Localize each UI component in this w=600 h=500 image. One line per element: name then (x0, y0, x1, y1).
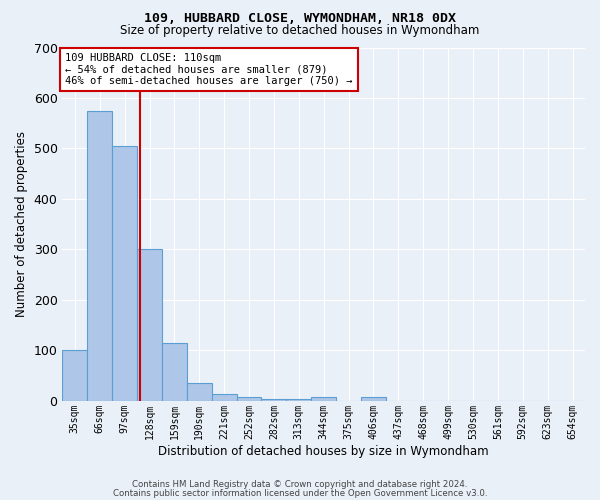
Bar (361, 398, 386, 401)
Text: 109, HUBBARD CLOSE, WYMONDHAM, NR18 0DX: 109, HUBBARD CLOSE, WYMONDHAM, NR18 0DX (144, 12, 456, 26)
Bar (236, 398, 262, 401)
Text: Contains HM Land Registry data © Crown copyright and database right 2024.: Contains HM Land Registry data © Crown c… (132, 480, 468, 489)
Bar (162, 343, 187, 401)
Bar (187, 383, 212, 401)
X-axis label: Distribution of detached houses by size in Wymondham: Distribution of detached houses by size … (158, 444, 489, 458)
Bar (62, 350, 88, 401)
Text: Contains public sector information licensed under the Open Government Licence v3: Contains public sector information licen… (113, 489, 487, 498)
Bar (311, 398, 336, 401)
Y-axis label: Number of detached properties: Number of detached properties (15, 131, 28, 317)
Bar (262, 400, 286, 401)
Text: 109 HUBBARD CLOSE: 110sqm
← 54% of detached houses are smaller (879)
46% of semi: 109 HUBBARD CLOSE: 110sqm ← 54% of detac… (65, 53, 353, 86)
Bar (112, 146, 137, 401)
Bar (88, 110, 112, 401)
Text: Size of property relative to detached houses in Wymondham: Size of property relative to detached ho… (121, 24, 479, 37)
Bar (137, 250, 162, 401)
Bar (212, 394, 236, 401)
Bar (286, 400, 311, 401)
